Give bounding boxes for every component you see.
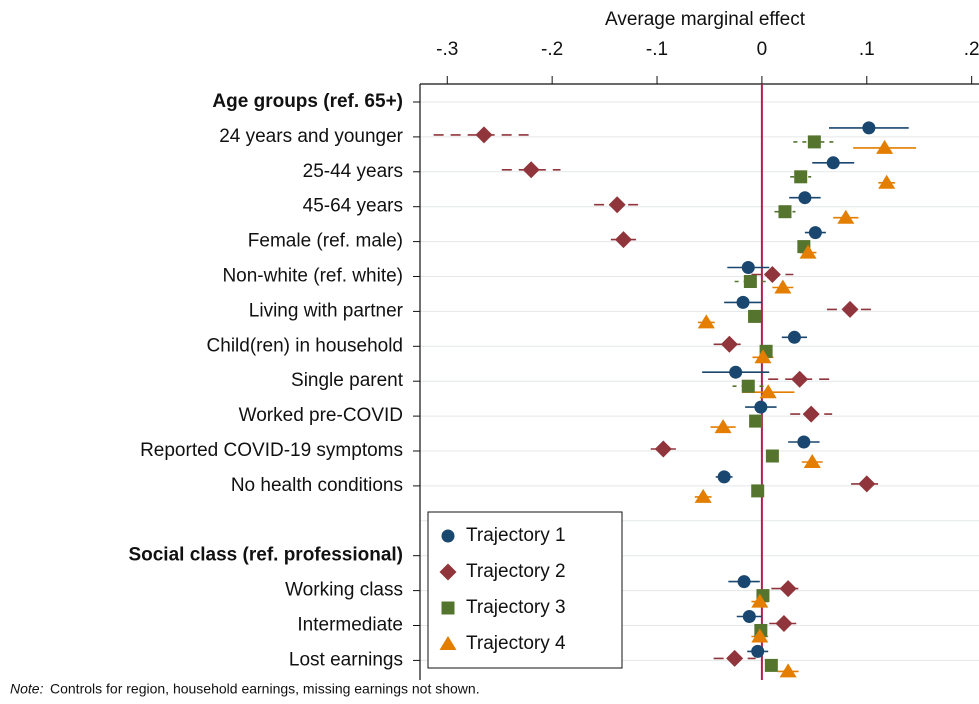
- marker: [743, 275, 757, 288]
- y-tick-label: Living with partner: [249, 300, 404, 321]
- marker: [441, 529, 455, 543]
- y-tick-label: Child(ren) in household: [207, 335, 403, 356]
- marker: [441, 601, 455, 615]
- marker: [614, 231, 632, 249]
- marker: [799, 244, 817, 259]
- marker: [876, 139, 894, 154]
- marker: [779, 663, 797, 678]
- marker: [808, 226, 822, 240]
- marker: [741, 261, 755, 274]
- marker: [787, 330, 801, 344]
- group-header: Age groups (ref. 65+): [212, 91, 403, 112]
- marker: [751, 628, 769, 643]
- y-tick-label: Non-white (ref. white): [222, 266, 403, 287]
- marker: [751, 484, 765, 498]
- marker: [737, 575, 751, 589]
- marker: [694, 488, 712, 503]
- marker: [798, 191, 812, 205]
- marker: [791, 370, 809, 388]
- y-tick-label: Intermediate: [297, 615, 403, 636]
- x-tick-label: .2: [964, 39, 979, 60]
- marker: [778, 205, 792, 219]
- x-tick-label: -.1: [646, 39, 668, 60]
- marker: [826, 156, 840, 170]
- y-tick-label: Reported COVID-19 symptoms: [140, 440, 403, 461]
- y-tick-label: Worked pre-COVID: [239, 405, 403, 426]
- legend-label: Trajectory 3: [466, 597, 566, 618]
- x-tick-label: 0: [757, 39, 768, 60]
- marker: [741, 379, 755, 393]
- marker: [775, 615, 793, 632]
- marker: [751, 593, 769, 608]
- marker: [774, 279, 792, 294]
- marker: [759, 384, 777, 399]
- y-tick-label: 45-64 years: [303, 196, 403, 217]
- marker: [522, 161, 540, 179]
- marker: [742, 610, 756, 623]
- marker: [475, 126, 493, 144]
- marker: [439, 636, 457, 650]
- marker: [802, 405, 820, 423]
- x-axis-title: Average marginal effect: [605, 9, 806, 30]
- y-tick-label: Female (ref. male): [248, 231, 403, 252]
- note: Controls for region, household earnings,…: [50, 681, 480, 697]
- marker: [764, 658, 778, 672]
- marker: [697, 314, 715, 329]
- marker: [720, 335, 738, 353]
- marker: [749, 414, 763, 428]
- marker: [779, 580, 797, 598]
- y-tick-label: 24 years and younger: [219, 126, 403, 147]
- marker: [717, 470, 731, 484]
- marker: [748, 309, 762, 323]
- marker: [736, 295, 750, 309]
- marker: [807, 135, 821, 149]
- marker: [714, 419, 732, 434]
- marker: [878, 174, 896, 189]
- marker: [841, 300, 859, 318]
- marker: [858, 475, 876, 493]
- marker: [608, 196, 626, 214]
- marker: [726, 649, 744, 667]
- y-tick-label: Working class: [285, 580, 403, 601]
- legend-label: Trajectory 2: [466, 561, 566, 582]
- marker: [754, 400, 768, 414]
- note-label: Note:: [10, 681, 44, 697]
- legend-label: Trajectory 1: [466, 525, 566, 546]
- y-tick-label: Single parent: [291, 370, 404, 391]
- legend-label: Trajectory 4: [466, 633, 566, 654]
- marker: [439, 563, 457, 581]
- marker: [729, 365, 743, 379]
- marker: [797, 435, 811, 449]
- marker: [763, 266, 781, 283]
- marker: [837, 209, 855, 224]
- group-header: Social class (ref. professional): [128, 545, 403, 566]
- marker: [765, 449, 779, 463]
- marker: [654, 440, 672, 458]
- marker: [862, 121, 876, 135]
- x-tick-label: -.3: [436, 39, 458, 60]
- x-tick-label: .1: [859, 39, 875, 60]
- marker: [803, 454, 821, 468]
- marker: [754, 349, 772, 364]
- legend-box: [427, 511, 623, 669]
- y-tick-label: No health conditions: [231, 475, 403, 496]
- y-tick-label: 25-44 years: [303, 161, 403, 182]
- x-tick-label: -.2: [541, 39, 563, 60]
- marker: [751, 644, 765, 658]
- marker: [794, 170, 808, 184]
- y-tick-label: Lost earnings: [289, 649, 403, 670]
